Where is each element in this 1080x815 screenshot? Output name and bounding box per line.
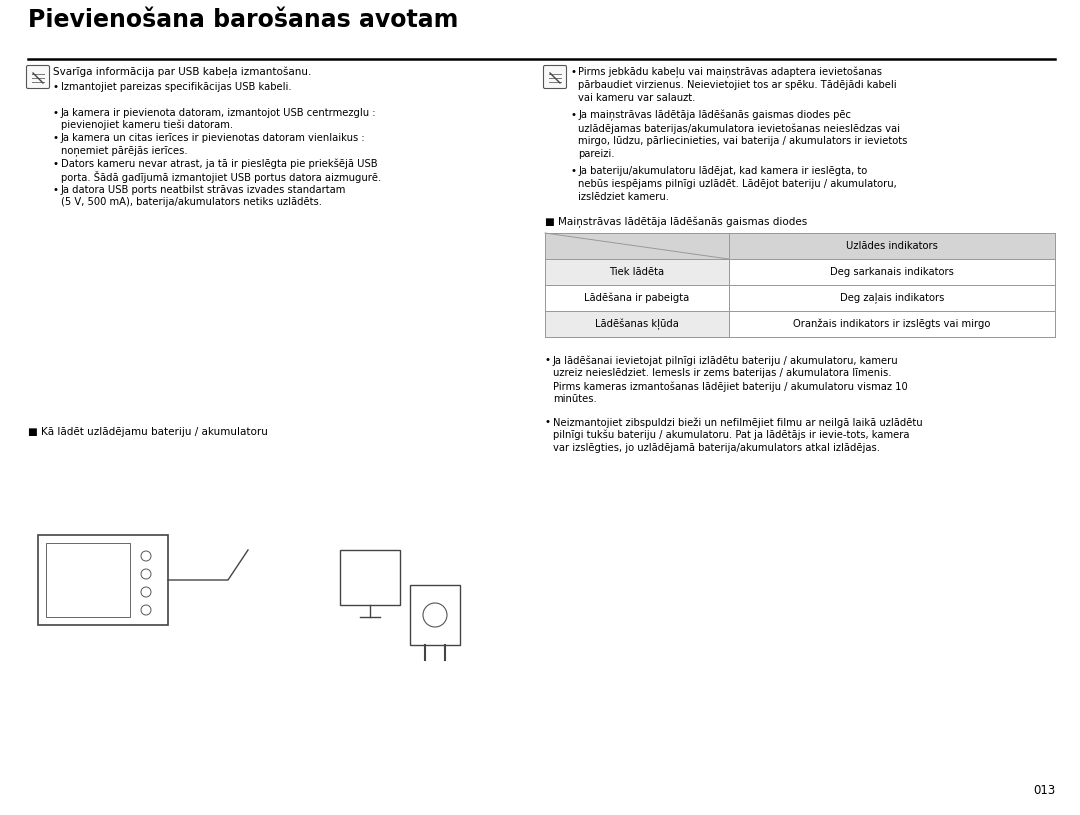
Text: •: •: [570, 67, 576, 77]
Text: Neizmantojiet zibspuldzi bieži un nefilmējiet filmu ar neilgā laikā uzlādētu: Neizmantojiet zibspuldzi bieži un nefilm…: [553, 417, 922, 428]
Bar: [545, 311, 729, 337]
Bar: [545, 259, 729, 285]
Text: Pievienošana barošanas avotam: Pievienošana barošanas avotam: [28, 8, 458, 32]
Text: Lādēšana ir pabeigta: Lādēšana ir pabeigta: [584, 293, 689, 303]
Text: ■ Kā lādēt uzlādējamu bateriju / akumulatoru: ■ Kā lādēt uzlādējamu bateriju / akumula…: [28, 427, 268, 437]
Text: Uzlādes indikators: Uzlādes indikators: [846, 241, 937, 251]
Text: pilnīgi tukšu bateriju / akumulatoru. Pat ja lādētājs ir ievie-tots, kamera: pilnīgi tukšu bateriju / akumulatoru. Pa…: [553, 430, 909, 440]
Bar: [340, 550, 400, 605]
Text: mirgo, lūdzu, pārliecinieties, vai baterija / akumulators ir ievietots: mirgo, lūdzu, pārliecinieties, vai bater…: [578, 136, 907, 146]
Text: Ja kamera ir pievienota datoram, izmantojot USB centrmezglu :: Ja kamera ir pievienota datoram, izmanto…: [60, 108, 377, 117]
Text: ■ Maiņstrāvas lādētāja lādēšanās gaismas diodes: ■ Maiņstrāvas lādētāja lādēšanās gaismas…: [545, 217, 807, 228]
Text: Dators kameru nevar atrast, ja tā ir pieslēgta pie priekšējā USB: Dators kameru nevar atrast, ja tā ir pie…: [60, 159, 378, 170]
Bar: [729, 285, 1055, 311]
FancyBboxPatch shape: [27, 65, 50, 89]
Text: noņemiet pārējās ierīces.: noņemiet pārējās ierīces.: [60, 145, 188, 156]
Text: 013: 013: [1032, 784, 1055, 797]
Text: izslēdziet kameru.: izslēdziet kameru.: [578, 192, 669, 202]
Text: •: •: [53, 185, 59, 195]
Bar: [729, 311, 1055, 337]
Text: Ja datora USB ports neatbilst strāvas izvades standartam: Ja datora USB ports neatbilst strāvas iz…: [60, 185, 347, 195]
Text: Pirms kameras izmantošanas lādējiet bateriju / akumulatoru vismaz 10: Pirms kameras izmantošanas lādējiet bate…: [553, 381, 908, 391]
Text: •: •: [53, 159, 59, 169]
Text: •: •: [545, 355, 551, 365]
Text: pārbaudiet virzienus. Neievietojiet tos ar spēku. Tādējādi kabeli: pārbaudiet virzienus. Neievietojiet tos …: [578, 80, 896, 90]
Text: Ja kamera un citas ierīces ir pievienotas datoram vienlaikus :: Ja kamera un citas ierīces ir pievienota…: [60, 134, 366, 143]
Text: •: •: [53, 82, 59, 92]
Text: Ja lādēšanai ievietojat pilnīgi izlādētu bateriju / akumulatoru, kameru: Ja lādēšanai ievietojat pilnīgi izlādētu…: [553, 355, 899, 365]
Text: Deg sarkanais indikators: Deg sarkanais indikators: [829, 267, 954, 277]
Text: •: •: [53, 134, 59, 143]
Text: uzlādējamas baterijas/akumulatora ievietošanas neieslēdzas vai: uzlādējamas baterijas/akumulatora ieviet…: [578, 123, 900, 134]
Text: Pirms jebkādu kabeļu vai maiņstrāvas adaptera ievietošanas: Pirms jebkādu kabeļu vai maiņstrāvas ada…: [578, 67, 882, 78]
Bar: [410, 585, 460, 645]
Text: porta. Šādā gadījumā izmantojiet USB portus datora aizmugurē.: porta. Šādā gadījumā izmantojiet USB por…: [60, 171, 381, 183]
Text: Ja maiņstrāvas lādētāja lādēšanās gaismas diodes pēc: Ja maiņstrāvas lādētāja lādēšanās gaisma…: [578, 110, 851, 121]
Text: vai kameru var salauzt.: vai kameru var salauzt.: [578, 93, 696, 103]
Text: Izmantojiet pareizas specifikācijas USB kabeli.: Izmantojiet pareizas specifikācijas USB …: [60, 82, 292, 92]
Bar: [545, 285, 729, 311]
Text: •: •: [53, 108, 59, 117]
Bar: [545, 233, 1055, 259]
Text: Ja bateriju/akumulatoru lādējat, kad kamera ir ieslēgta, to: Ja bateriju/akumulatoru lādējat, kad kam…: [578, 166, 867, 176]
Text: Tiek lādēta: Tiek lādēta: [609, 267, 664, 277]
Text: Lādēšanas kļūda: Lādēšanas kļūda: [595, 319, 678, 330]
Text: pareizi.: pareizi.: [578, 149, 615, 159]
Text: (5 V, 500 mA), baterija/akumulators netiks uzlādēts.: (5 V, 500 mA), baterija/akumulators neti…: [60, 196, 322, 207]
Bar: [46, 543, 130, 617]
Text: •: •: [570, 110, 576, 120]
Text: pievienojiet kameru tieši datoram.: pievienojiet kameru tieši datoram.: [60, 120, 233, 130]
Text: var izslēgties, jo uzlādējamā baterija/akumulators atkal izlādējas.: var izslēgties, jo uzlādējamā baterija/a…: [553, 443, 880, 453]
Text: Deg zaļais indikators: Deg zaļais indikators: [839, 293, 944, 303]
Text: minūtes.: minūtes.: [553, 394, 597, 404]
Bar: [729, 259, 1055, 285]
Text: nebūs iespējams pilnīgi uzlādēt. Lādējot bateriju / akumulatoru,: nebūs iespējams pilnīgi uzlādēt. Lādējot…: [578, 179, 896, 189]
FancyBboxPatch shape: [543, 65, 567, 89]
Text: uzreiz neieslēdziet. Iemesls ir zems baterijas / akumulatora līmenis.: uzreiz neieslēdziet. Iemesls ir zems bat…: [553, 368, 891, 378]
Text: •: •: [545, 417, 551, 427]
Text: •: •: [570, 166, 576, 176]
Text: Oranžais indikators ir izslēgts vai mirgo: Oranžais indikators ir izslēgts vai mirg…: [793, 319, 990, 329]
Bar: [38, 535, 168, 625]
Text: Svarīga informācija par USB kabeļa izmantošanu.: Svarīga informācija par USB kabeļa izman…: [53, 67, 311, 78]
